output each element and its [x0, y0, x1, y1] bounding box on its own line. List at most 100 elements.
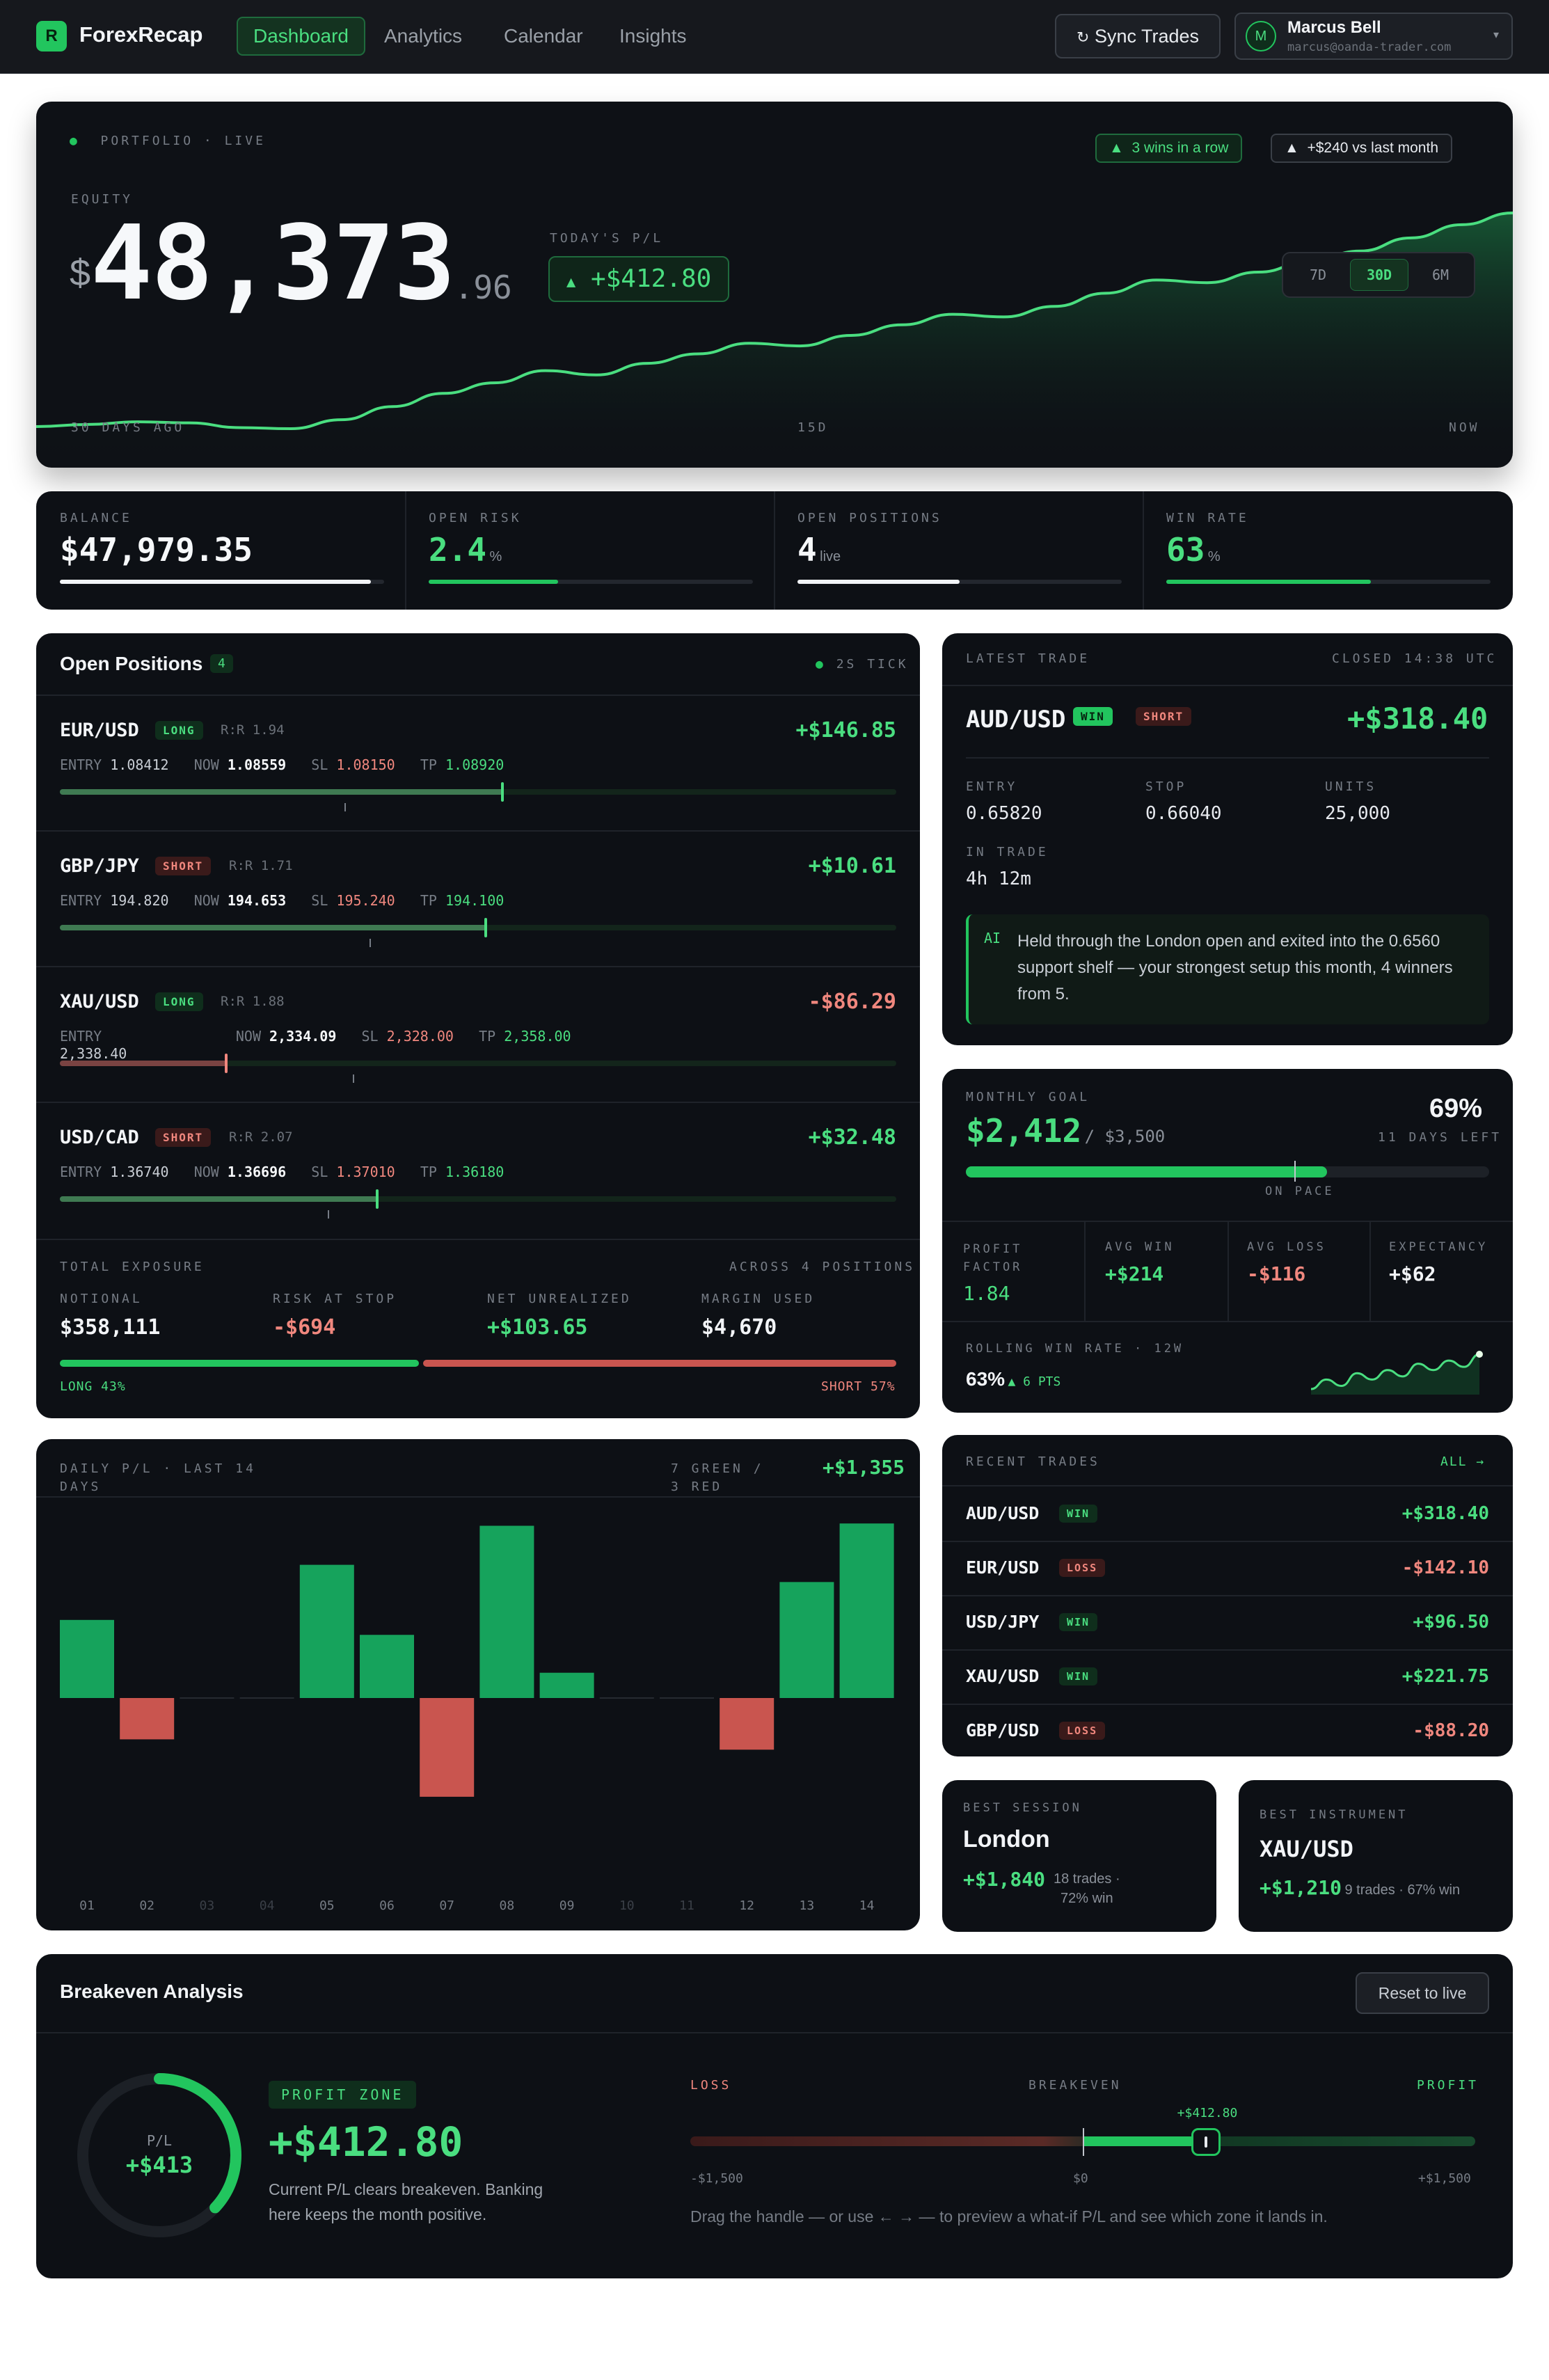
avg-loss-value: -$116	[1247, 1262, 1306, 1285]
range-6m[interactable]: 6M	[1431, 267, 1449, 283]
profit-zone-label: PROFIT	[1417, 2078, 1479, 2093]
daily-bar[interactable]	[60, 1619, 114, 1698]
position-rr: R:R 1.88	[221, 994, 285, 1009]
bar-category-label: 14	[859, 1898, 875, 1913]
recent-pair: AUD/USD	[966, 1503, 1040, 1523]
daily-bar[interactable]	[720, 1698, 774, 1750]
stat-bar-fill	[1166, 580, 1371, 584]
x-label-end: NOW	[1449, 420, 1480, 435]
position-row[interactable]: XAU/USD LONG R:R 1.88 -$86.29 ENTRY NOW …	[36, 966, 920, 1102]
divider	[1084, 1221, 1086, 1321]
position-pnl: +$146.85	[795, 718, 897, 743]
streak-badge: ▲ 3 wins in a row	[1095, 134, 1243, 163]
exposure-title: TOTAL EXPOSURE	[60, 1260, 205, 1274]
daily-bar[interactable]	[420, 1698, 475, 1797]
recent-pair: XAU/USD	[966, 1666, 1040, 1686]
recent-trades-card: RECENT TRADES ALL → AUD/USD WIN +$318.40…	[942, 1435, 1513, 1756]
daily-bar[interactable]	[839, 1523, 894, 1698]
handle-value-label: +$412.80	[1177, 2106, 1238, 2120]
latest-stop-label: STOP	[1145, 779, 1187, 794]
chevron-down-icon: ▾	[1493, 29, 1500, 41]
best-instrument-name: XAU/USD	[1260, 1836, 1353, 1862]
position-row[interactable]: EUR/USD LONG R:R 1.94 +$146.85 ENTRY 1.0…	[36, 695, 920, 830]
long-exposure-bar	[60, 1360, 419, 1367]
position-rr: R:R 2.07	[229, 1129, 293, 1145]
position-entry-tick	[352, 1074, 354, 1083]
recent-trade-row[interactable]: USD/JPY WIN +$96.50	[942, 1595, 1513, 1649]
open-positions-card: Open Positions 4 ● 2S TICK EUR/USD LONG …	[36, 633, 920, 1418]
sync-trades-button[interactable]: ↻ Sync Trades	[1055, 14, 1221, 58]
position-now-marker	[484, 918, 488, 937]
bar-category-label: 01	[79, 1898, 95, 1913]
breakeven-marker	[1083, 2128, 1084, 2156]
bar-category-label: 03	[200, 1898, 215, 1913]
daily-bar[interactable]	[360, 1635, 414, 1698]
daily-bar[interactable]	[479, 1525, 534, 1699]
stat-value: 2.4 %	[429, 531, 502, 569]
equity-chart	[36, 212, 1513, 468]
daily-bar[interactable]	[120, 1698, 175, 1740]
recent-pnl: -$88.20	[1413, 1720, 1489, 1741]
range-30d[interactable]: 30D	[1350, 259, 1408, 291]
best-instrument-card: BEST INSTRUMENT XAU/USD +$1,210 9 trades…	[1239, 1780, 1513, 1932]
position-entry-wrapped: 2,338.40	[60, 1045, 127, 1062]
recent-trade-row[interactable]: AUD/USD WIN +$318.40	[942, 1486, 1513, 1541]
whatif-slider-handle[interactable]	[1191, 2128, 1221, 2156]
tab-calendar[interactable]: Calendar	[504, 25, 583, 47]
daily-bar[interactable]	[539, 1672, 594, 1698]
position-pair: GBP/JPY	[60, 855, 139, 877]
reset-to-live-button[interactable]: Reset to live	[1356, 1972, 1489, 2014]
best-instrument-value: +$1,210	[1260, 1876, 1342, 1899]
recent-trade-row[interactable]: GBP/USD LOSS -$88.20	[942, 1704, 1513, 1756]
margin-used-label: MARGIN USED	[701, 1292, 816, 1306]
x-label-start: 30 DAYS AGO	[71, 420, 185, 435]
recent-caption: RECENT TRADES	[966, 1454, 1100, 1469]
rolling-sparkline	[1310, 1351, 1483, 1395]
breakeven-card: Breakeven Analysis Reset to live P/L +$4…	[36, 1954, 1513, 2278]
days-left: 11 DAYS LEFT	[1378, 1130, 1502, 1145]
stat-label: BALANCE	[60, 511, 132, 525]
recent-pnl: +$221.75	[1401, 1666, 1489, 1687]
bar-category-label: 08	[500, 1898, 515, 1913]
stat-bar	[1166, 580, 1491, 584]
tab-dashboard[interactable]: Dashboard	[237, 17, 365, 56]
equity-currency: $	[70, 252, 91, 294]
position-rr: R:R 1.94	[221, 722, 285, 738]
tab-analytics[interactable]: Analytics	[384, 25, 463, 47]
daily-bar[interactable]	[299, 1564, 354, 1698]
breakeven-description: Current P/L clears breakeven. Banking her…	[269, 2180, 543, 2223]
view-all-link[interactable]: ALL →	[1440, 1454, 1486, 1469]
goal-value-row: $2,412 / $3,500	[966, 1112, 1165, 1150]
bar-category-label: 07	[439, 1898, 454, 1913]
recent-trade-row[interactable]: XAU/USD WIN +$221.75	[942, 1649, 1513, 1704]
position-pnl: -$86.29	[808, 990, 896, 1014]
x-label-mid: 15D	[797, 420, 829, 435]
best-session-value: +$1,840	[963, 1868, 1046, 1891]
tab-insights[interactable]: Insights	[619, 25, 687, 47]
best-session-name: London	[963, 1826, 1050, 1853]
brand-name[interactable]: ForexRecap	[79, 22, 203, 47]
sparkline-line	[1310, 1353, 1480, 1390]
position-entry-tick	[344, 803, 346, 811]
range-7d[interactable]: 7D	[1309, 267, 1327, 283]
rolling-value: 63%	[966, 1368, 1006, 1390]
user-email: marcus@oanda-trader.com	[1287, 40, 1452, 54]
portfolio-caption: ● PORTFOLIO · LIVE	[70, 134, 266, 148]
recent-trade-row[interactable]: EUR/USD LOSS -$142.10	[942, 1541, 1513, 1595]
latest-result-badge: WIN	[1073, 707, 1113, 726]
position-pnl: +$32.48	[808, 1125, 896, 1150]
bar-category-label: 09	[559, 1898, 575, 1913]
exposure-notional-value: $358,111	[60, 1315, 161, 1340]
stat-open-risk: OPEN RISK 2.4 %	[429, 511, 753, 584]
position-row[interactable]: USD/CAD SHORT R:R 2.07 +$32.48 ENTRY 1.3…	[36, 1102, 920, 1237]
user-menu[interactable]: M Marcus Bell marcus@oanda-trader.com ▾	[1234, 13, 1513, 60]
stat-balance: BALANCE $47,979.35	[60, 511, 384, 584]
position-entry-tick	[369, 939, 371, 947]
position-row[interactable]: GBP/JPY SHORT R:R 1.71 +$10.61 ENTRY 194…	[36, 830, 920, 966]
daily-bar[interactable]	[779, 1582, 834, 1698]
daily-counts: 7 GREEN / 3 RED	[671, 1461, 764, 1494]
stat-value: $47,979.35	[60, 531, 253, 569]
up-arrow-icon: ▲	[1109, 140, 1124, 156]
bar-category-label: 13	[800, 1898, 815, 1913]
pace-marker	[1294, 1161, 1296, 1182]
